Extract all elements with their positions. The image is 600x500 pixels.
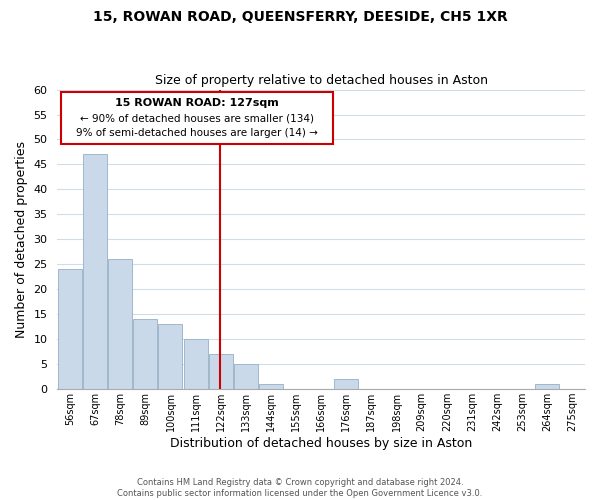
Bar (334, 379, 358, 389)
Bar (58, 270, 82, 389)
Bar (133, 320, 157, 389)
Text: 15, ROWAN ROAD, QUEENSFERRY, DEESIDE, CH5 1XR: 15, ROWAN ROAD, QUEENSFERRY, DEESIDE, CH… (92, 10, 508, 24)
Text: 15 ROWAN ROAD: 127sqm: 15 ROWAN ROAD: 127sqm (115, 98, 278, 108)
Bar (209, 354, 233, 389)
Bar (83, 154, 107, 389)
Title: Size of property relative to detached houses in Aston: Size of property relative to detached ho… (155, 74, 488, 87)
FancyBboxPatch shape (61, 92, 332, 144)
Text: Contains HM Land Registry data © Crown copyright and database right 2024.
Contai: Contains HM Land Registry data © Crown c… (118, 478, 482, 498)
Bar (535, 384, 559, 389)
Bar (108, 260, 132, 389)
Text: 9% of semi-detached houses are larger (14) →: 9% of semi-detached houses are larger (1… (76, 128, 317, 138)
Text: ← 90% of detached houses are smaller (134): ← 90% of detached houses are smaller (13… (80, 113, 314, 123)
Bar (259, 384, 283, 389)
Bar (158, 324, 182, 389)
Bar (234, 364, 258, 389)
Bar (184, 339, 208, 389)
X-axis label: Distribution of detached houses by size in Aston: Distribution of detached houses by size … (170, 437, 472, 450)
Y-axis label: Number of detached properties: Number of detached properties (15, 141, 28, 338)
